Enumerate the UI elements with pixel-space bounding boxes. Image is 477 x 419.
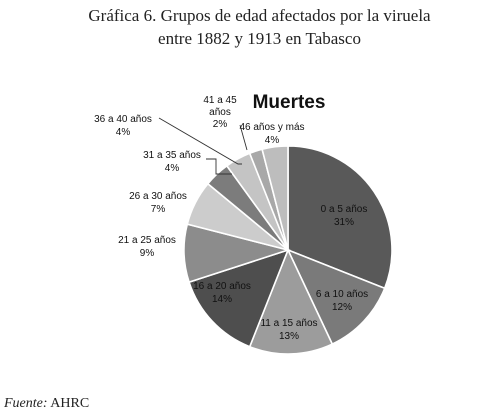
slice-labels: 0 a 5 años 31% 6 a 10 años 12% 11 a 15 años 1… (94, 95, 368, 342)
slice-label: 21 a 25 años 9% (118, 235, 176, 259)
pie-slice (261, 145, 289, 251)
caption-line-2: entre 1882 y 1913 en Tabasco (158, 29, 361, 48)
pie-slice (286, 248, 386, 346)
source-text: AHRC (50, 396, 90, 411)
figure-caption: Gráfica 6. Grupos de edad afectados por … (0, 4, 477, 50)
slice-label: 0 a 5 años 31% (321, 204, 368, 228)
leader-lines (158, 117, 248, 175)
slice-label: 46 años y más 4% (239, 122, 304, 146)
chart-title: Muertes (253, 92, 326, 113)
leader-line (206, 158, 232, 175)
source-label: Fuente: (4, 396, 48, 411)
pie-slice (287, 145, 393, 290)
slice-label: 16 a 20 años 14% (193, 281, 251, 305)
slice-label: 36 a 40 años 4% (94, 114, 152, 138)
source-note: Fuente: AHRC (4, 396, 89, 412)
leader-line (239, 124, 248, 151)
leader-line (158, 117, 242, 165)
pie-slice (248, 247, 334, 355)
slice-label: 26 a 30 años 7% (129, 191, 187, 215)
slice-label: 41 a 45 años 2% (203, 95, 237, 130)
slice-label: 31 a 35 años 4% (143, 150, 201, 174)
pie-slices (183, 145, 393, 355)
caption-line-1: Gráfica 6. Grupos de edad afectados por … (88, 6, 431, 25)
slice-label: 11 a 15 años 13% (260, 318, 317, 342)
slice-label: 6 a 10 años 12% (316, 289, 368, 313)
